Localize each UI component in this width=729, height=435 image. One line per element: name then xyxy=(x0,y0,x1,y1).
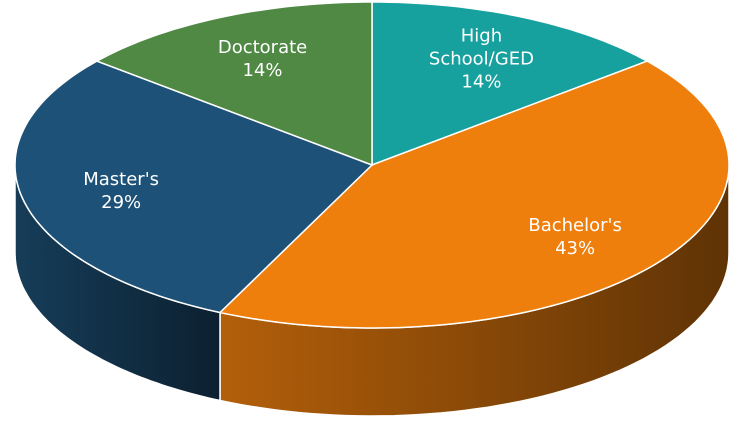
data-label: Doctorate 14% xyxy=(198,36,328,82)
slice xyxy=(371,1,649,167)
data-label: High School/GED 14% xyxy=(416,24,546,93)
value-label: 43% xyxy=(555,237,596,259)
category-label: Doctorate xyxy=(217,36,308,58)
value-label: 14% xyxy=(242,59,283,81)
slice xyxy=(95,1,373,167)
data-label: Bachelor's 43% xyxy=(510,214,640,260)
slice xyxy=(14,60,374,314)
category-label: High School/GED xyxy=(428,25,534,70)
data-label: Master's 29% xyxy=(56,168,186,214)
slice xyxy=(218,60,729,329)
value-label: 14% xyxy=(461,71,502,93)
category-label: Bachelor's xyxy=(528,214,622,236)
category-label: Master's xyxy=(83,168,160,190)
value-label: 29% xyxy=(101,191,142,213)
